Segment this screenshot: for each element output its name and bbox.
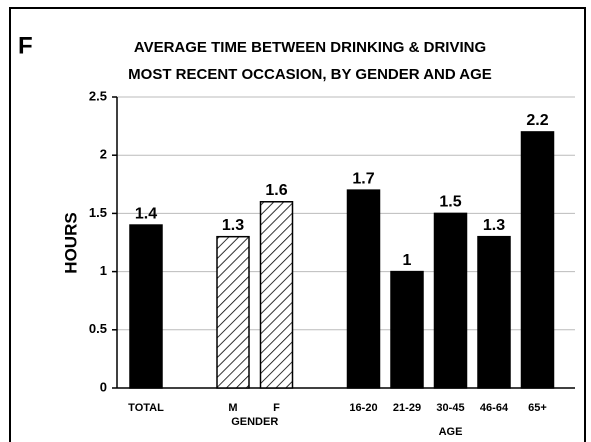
bar bbox=[129, 224, 163, 389]
x-tick-label: 21-29 bbox=[393, 402, 421, 414]
value-label: 1.3 bbox=[483, 217, 505, 234]
x-tick-label: 16-20 bbox=[349, 402, 377, 414]
group-label: AGE bbox=[439, 426, 463, 438]
group-label: GENDER bbox=[231, 416, 278, 428]
x-tick-label: F bbox=[273, 402, 280, 414]
bar bbox=[390, 270, 424, 389]
chart-title: AVERAGE TIME BETWEEN DRINKING & DRIVING bbox=[134, 39, 486, 56]
x-tick-label: TOTAL bbox=[128, 402, 164, 414]
value-label: 1.3 bbox=[222, 217, 244, 234]
y-tick-label: 0 bbox=[100, 379, 107, 394]
value-label: 1.6 bbox=[265, 182, 287, 199]
x-tick-label: 30-45 bbox=[436, 402, 464, 414]
value-label: 2.2 bbox=[526, 112, 548, 129]
bar bbox=[477, 235, 511, 389]
y-tick-label: 0.5 bbox=[89, 321, 107, 336]
bar bbox=[259, 201, 294, 389]
y-tick-label: 2 bbox=[100, 147, 107, 162]
y-tick-label: 1 bbox=[100, 263, 107, 278]
frame bbox=[9, 7, 586, 442]
value-label: 1.5 bbox=[439, 194, 461, 211]
value-label: 1.7 bbox=[352, 170, 374, 187]
x-tick-label: M bbox=[228, 402, 237, 414]
bar bbox=[216, 235, 250, 389]
y-axis-label: HOURS bbox=[61, 212, 80, 273]
x-tick-label: 46-64 bbox=[480, 402, 509, 414]
bar bbox=[520, 131, 555, 389]
bar bbox=[346, 189, 381, 389]
value-label: 1.4 bbox=[135, 205, 157, 222]
bar bbox=[433, 212, 468, 389]
x-tick-label: 65+ bbox=[528, 402, 547, 414]
chart-subtitle: MOST RECENT OCCASION, BY GENDER AND AGE bbox=[128, 66, 492, 83]
value-label: 1 bbox=[403, 252, 412, 269]
y-tick-label: 2.5 bbox=[89, 88, 107, 103]
y-tick-label: 1.5 bbox=[89, 205, 107, 220]
panel-label: F bbox=[18, 32, 33, 59]
